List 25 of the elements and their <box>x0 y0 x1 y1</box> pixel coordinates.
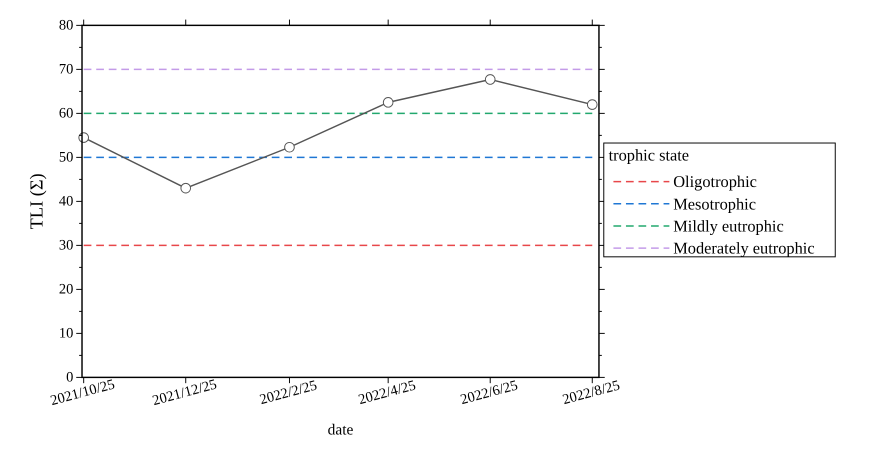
y-tick-label: 20 <box>58 281 74 298</box>
y-tick-label: 80 <box>58 17 74 34</box>
legend-label: Oligotrophic <box>673 172 757 192</box>
x-tick-label: 2022/2/25 <box>258 377 319 408</box>
x-tick-label: 2022/8/25 <box>560 377 622 408</box>
y-tick-label: 0 <box>66 369 74 386</box>
x-tick-label: 2022/6/25 <box>458 377 520 408</box>
point <box>484 74 496 85</box>
y-tick-label: 70 <box>58 61 74 78</box>
legend-title: trophic state <box>608 145 690 164</box>
y-axis-title: TLI (Σ) <box>26 173 46 230</box>
point <box>382 97 394 108</box>
x-tick-label: 2022/4/25 <box>356 377 418 408</box>
point <box>586 99 598 110</box>
legend-label: Moderately eutrophic <box>673 238 815 258</box>
legend-label: Mildly eutrophic <box>673 216 784 236</box>
y-tick-label: 40 <box>58 193 74 210</box>
y-tick-label: 60 <box>58 105 74 122</box>
y-tick-label: 50 <box>58 149 74 166</box>
y-tick-label: 10 <box>58 325 74 342</box>
point <box>180 182 192 194</box>
point <box>284 142 295 153</box>
x-axis-title: date <box>328 421 354 438</box>
legend-label: Mesotrophic <box>673 194 756 214</box>
y-tick-label: 30 <box>58 237 74 254</box>
